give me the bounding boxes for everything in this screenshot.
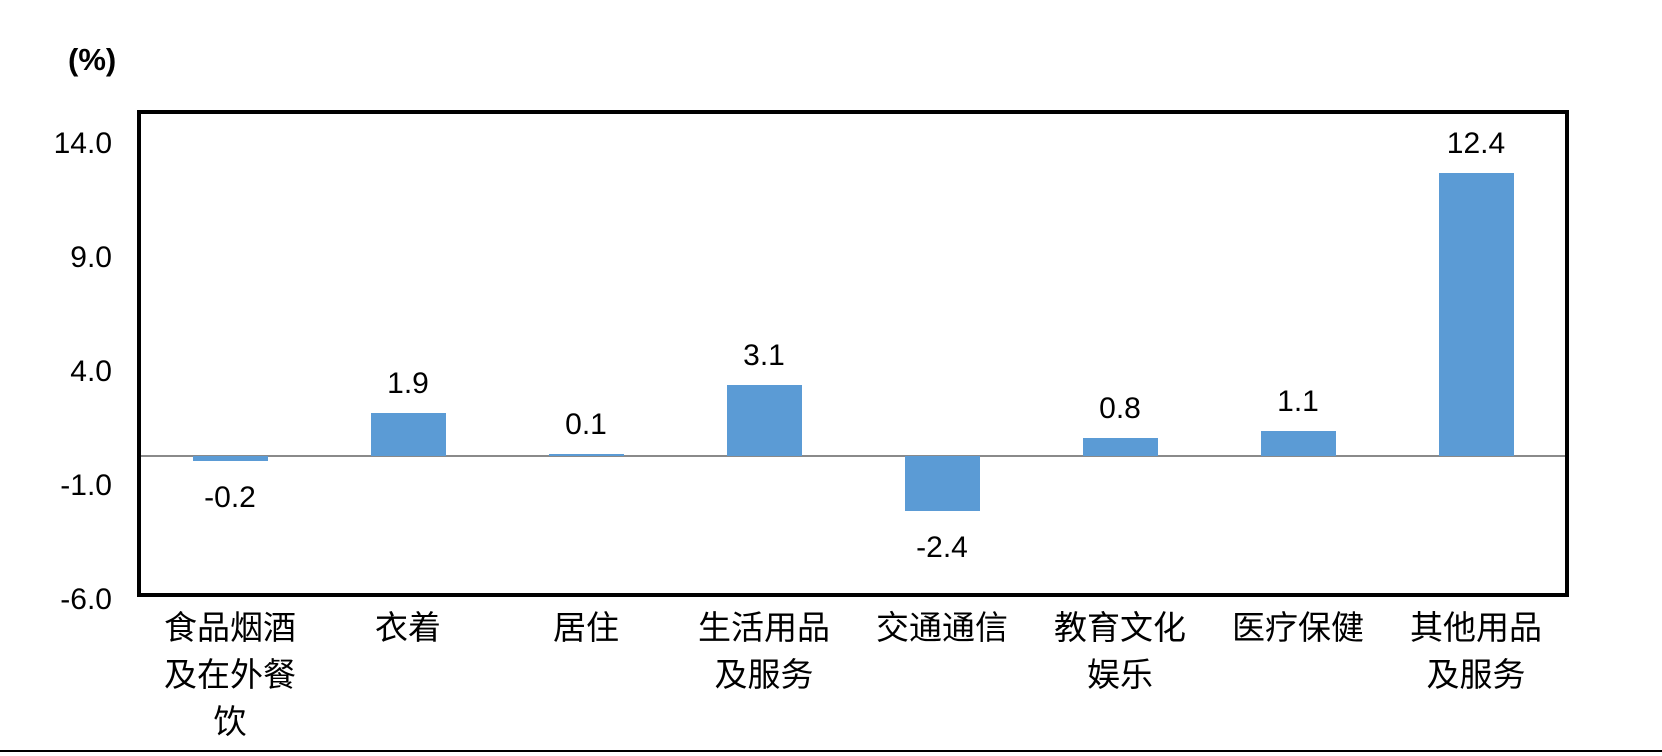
bar xyxy=(548,453,624,457)
x-category-label: 教育文化 娱乐 xyxy=(1054,611,1186,694)
x-category-label: 其他用品 及服务 xyxy=(1410,611,1542,694)
bar xyxy=(1082,437,1158,457)
y-tick-label: 14.0 xyxy=(53,126,112,160)
bar-value-label: 0.8 xyxy=(1099,391,1141,425)
bar xyxy=(370,412,446,457)
bar-value-label: -2.4 xyxy=(916,530,968,564)
bar xyxy=(726,385,802,457)
bar xyxy=(1260,431,1336,457)
x-category-label: 食品烟酒 及在外餐 饮 xyxy=(164,611,296,741)
bar-value-label: 3.1 xyxy=(743,339,785,373)
axis-unit-label: (%) xyxy=(68,42,117,77)
plot-area-border xyxy=(137,110,1569,597)
bar xyxy=(904,456,980,511)
x-category-label: 衣着 xyxy=(375,611,441,647)
x-category-label: 医疗保健 xyxy=(1232,611,1364,647)
x-category-label: 居住 xyxy=(553,611,619,647)
zero-baseline xyxy=(141,455,1565,458)
bottom-divider-line xyxy=(0,750,1662,752)
x-category-label: 生活用品 及服务 xyxy=(698,611,830,694)
bar xyxy=(192,456,268,461)
y-tick-label: 4.0 xyxy=(70,354,112,388)
bar-value-label: 1.9 xyxy=(387,366,429,400)
bar xyxy=(1438,173,1514,457)
bar-value-label: -0.2 xyxy=(204,480,256,514)
x-category-label: 交通通信 xyxy=(876,611,1008,647)
y-tick-label: 9.0 xyxy=(70,240,112,274)
y-tick-label: -6.0 xyxy=(60,583,112,616)
bar-value-label: 1.1 xyxy=(1277,385,1319,419)
y-tick-label: -1.0 xyxy=(60,468,112,502)
bar-value-label: 0.1 xyxy=(565,407,607,441)
bar-value-label: 12.4 xyxy=(1446,127,1506,161)
